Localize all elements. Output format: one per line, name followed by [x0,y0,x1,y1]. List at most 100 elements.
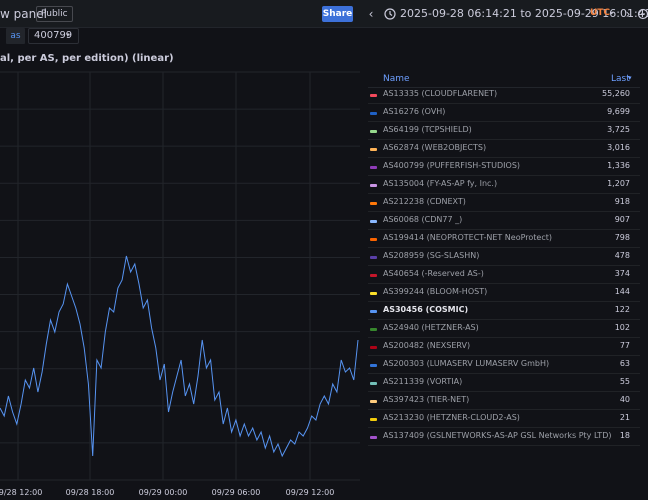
legend-series-last: 63 [619,359,630,368]
x-tick-label: 09/28 18:00 [66,488,115,497]
legend-series-name[interactable]: AS400799 (PUFFERFISH-STUDIOS) [383,161,521,170]
legend-series-name[interactable]: AS199414 (NEOPROTECT-NET NeoProtect) [383,233,553,242]
legend-series-last: 374 [614,269,630,278]
legend-series-name[interactable]: AS64199 (TCPSHIELD) [383,125,472,134]
legend-column-last[interactable]: Last [611,74,630,84]
legend-series-last: 102 [614,323,630,332]
top-bar: w panel Public Share ‹ 2025-09-28 06:14:… [0,0,648,28]
legend-series-last: 9,699 [607,107,630,116]
legend-series-name[interactable]: AS30456 (COSMIC) [383,305,469,314]
legend-series-last: 907 [614,215,630,224]
legend-series-name[interactable]: AS200482 (NEXSERV) [383,341,471,350]
legend-swatch [370,292,377,295]
legend-series-name[interactable]: AS137409 (GSLNETWORKS-AS-AP GSL Networks… [383,431,612,440]
legend-row[interactable]: AS199414 (NEOPROTECT-NET NeoProtect) 798 [368,230,640,248]
legend-series-last: 3,725 [607,125,630,134]
sort-desc-icon[interactable]: ▾ [628,74,632,82]
legend-series-last: 798 [614,233,630,242]
legend-swatch [370,382,377,385]
legend-swatch [370,328,377,331]
legend-row[interactable]: AS40654 (-Reserved AS-) 374 [368,266,640,284]
legend-series-name[interactable]: AS212238 (CDNEXT) [383,197,466,206]
legend-row[interactable]: AS208959 (SG-SLASHN) 478 [368,248,640,266]
legend-swatch [370,238,377,241]
legend-row[interactable]: AS62874 (WEB2OBJECTS) 3,016 [368,140,640,158]
legend-series-name[interactable]: AS40654 (-Reserved AS-) [383,269,484,278]
variable-select[interactable]: 400799 ▾ [28,28,79,44]
legend-swatch [370,274,377,277]
legend-series-name[interactable]: AS397423 (TIER-NET) [383,395,470,404]
legend-swatch [370,220,377,223]
legend-series-name[interactable]: AS213230 (HETZNER-CLOUD2-AS) [383,413,520,422]
x-tick-label: 09/29 00:00 [139,488,188,497]
legend-row[interactable]: AS30456 (COSMIC) 122 [368,302,640,320]
legend-row[interactable]: AS200482 (NEXSERV) 77 [368,338,640,356]
legend-series-last: 40 [619,395,630,404]
legend-series-name[interactable]: AS60068 (CDN77 _) [383,215,463,224]
line-chart[interactable]: 09/28 12:00 09/28 18:00 09/29 00:00 09/29 0… [0,0,362,500]
legend-series-last: 77 [619,341,630,350]
legend-series-last: 21 [619,413,630,422]
legend-row[interactable]: AS64199 (TCPSHIELD) 3,725 [368,122,640,140]
time-range-picker[interactable]: 2025-09-28 06:14:21 to 2025-09-29 16:01:… [400,7,648,20]
x-tick-label: 09/29 12:00 [286,488,335,497]
legend-swatch [370,94,377,97]
legend-swatch [370,346,377,349]
page-title: w panel [0,7,47,21]
legend-swatch [370,400,377,403]
legend-row[interactable]: AS200303 (LUMASERV LUMASERV GmbH) 63 [368,356,640,374]
legend-row[interactable]: AS135004 (FY-AS-AP fy, Inc.) 1,207 [368,176,640,194]
legend-swatch [370,130,377,133]
legend-header: Name Last ▾ [368,72,640,88]
legend-swatch [370,148,377,151]
legend-series-name[interactable]: AS24940 (HETZNER-AS) [383,323,479,332]
legend-series-name[interactable]: AS200303 (LUMASERV LUMASERV GmbH) [383,359,550,368]
legend-swatch [370,202,377,205]
legend-series-last: 122 [614,305,630,314]
legend-series-last: 3,016 [607,143,630,152]
legend-series-name[interactable]: AS208959 (SG-SLASHN) [383,251,480,260]
legend-row[interactable]: AS400799 (PUFFERFISH-STUDIOS) 1,336 [368,158,640,176]
variable-label: as [6,28,25,44]
chevron-down-icon[interactable]: ⌄ [608,7,616,17]
legend-series-last: 918 [614,197,630,206]
legend-series-last: 18 [619,431,630,440]
zoom-out-icon[interactable] [637,8,648,20]
series-line [0,255,359,458]
legend-row[interactable]: AS137409 (GSLNETWORKS-AS-AP GSL Networks… [368,428,640,446]
legend-row[interactable]: AS13335 (CLOUDFLARENET) 55,260 [368,86,640,104]
legend-series-last: 55 [619,377,630,386]
share-button[interactable]: Share [322,6,353,22]
legend-series-last: 55,260 [602,89,630,98]
legend-row[interactable]: AS16276 (OVH) 9,699 [368,104,640,122]
legend-row[interactable]: AS24940 (HETZNER-AS) 102 [368,320,640,338]
legend-series-last: 1,336 [607,161,630,170]
legend-row[interactable]: AS211339 (VORTIA) 55 [368,374,640,392]
legend-swatch [370,364,377,367]
chevron-left-icon[interactable]: ‹ [368,7,374,21]
legend-series-name[interactable]: AS62874 (WEB2OBJECTS) [383,143,487,152]
legend-series-name[interactable]: AS211339 (VORTIA) [383,377,463,386]
legend-series-last: 1,207 [607,179,630,188]
panel-title: al, per AS, per edition) (linear) [0,53,174,64]
chevron-right-icon[interactable]: › [625,7,631,21]
chevron-down-icon: ▾ [66,31,70,39]
timezone-label[interactable]: UTC [590,8,611,18]
legend-series-name[interactable]: AS16276 (OVH) [383,107,446,116]
legend-series-last: 478 [614,251,630,260]
legend-series-name[interactable]: AS399244 (BLOOM-HOST) [383,287,488,296]
legend-series-last: 144 [614,287,630,296]
public-badge: Public [36,6,73,22]
legend-series-name[interactable]: AS13335 (CLOUDFLARENET) [383,89,498,98]
legend-column-name[interactable]: Name [383,74,410,84]
legend-swatch [370,112,377,115]
legend-row[interactable]: AS60068 (CDN77 _) 907 [368,212,640,230]
legend-row[interactable]: AS212238 (CDNEXT) 918 [368,194,640,212]
legend-series-name[interactable]: AS135004 (FY-AS-AP fy, Inc.) [383,179,498,188]
legend-row[interactable]: AS399244 (BLOOM-HOST) 144 [368,284,640,302]
legend-row[interactable]: AS397423 (TIER-NET) 40 [368,392,640,410]
legend-row[interactable]: AS213230 (HETZNER-CLOUD2-AS) 21 [368,410,640,428]
legend-swatch [370,418,377,421]
clock-icon [384,8,396,20]
legend-swatch [370,310,377,313]
